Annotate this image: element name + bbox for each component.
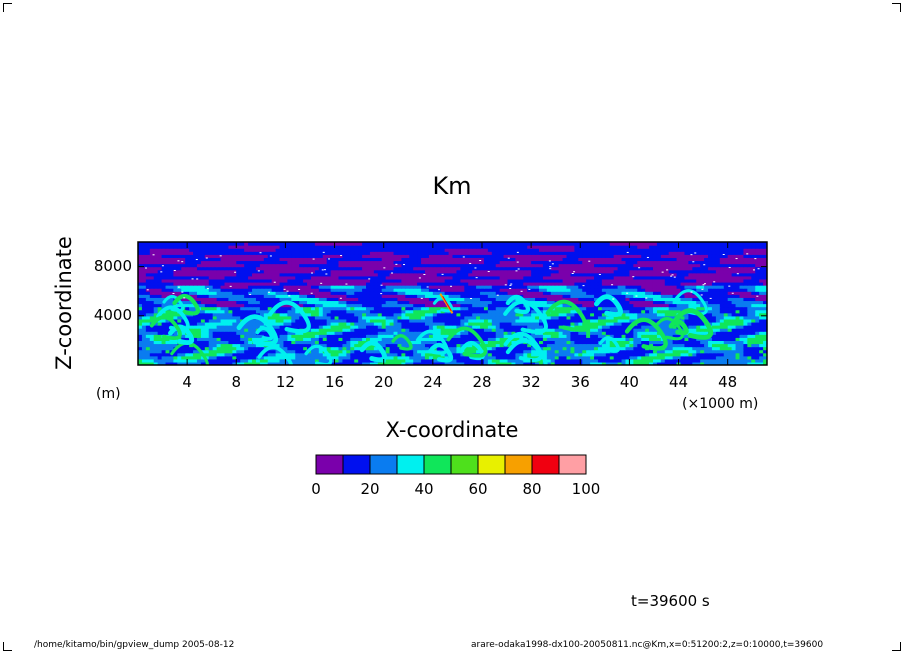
x-tick-label: 12 (275, 373, 295, 391)
colorbar-tick-label: 60 (468, 480, 488, 498)
frame-corner-top-right (892, 3, 901, 12)
colorbar-swatch (450, 454, 479, 475)
eddy-curl (236, 314, 279, 347)
eddy-curl (172, 293, 200, 316)
y-axis-label: Z-coordinate (52, 236, 76, 370)
axis-ticks (138, 242, 767, 365)
colorbar-swatch (504, 454, 533, 475)
eddy-curl (156, 305, 190, 332)
y-tick-label: 4000 (93, 305, 132, 324)
eddy-curl (391, 334, 413, 351)
y-axis-unit: (m) (96, 386, 121, 402)
eddy-curl (255, 326, 274, 341)
eddy-curl (653, 317, 684, 341)
footer-left: /home/kitamo/bin/gpview_dump 2005-08-12 (34, 640, 235, 650)
colorbar-tick-label: 0 (311, 480, 321, 498)
eddy-curl (503, 299, 548, 334)
eddy-curl (593, 294, 623, 318)
colorbar-swatch (396, 454, 425, 475)
x-tick-label: 24 (423, 373, 443, 391)
heatmap-field (138, 242, 767, 365)
frame-corner-bottom-right (892, 642, 901, 651)
x-tick-label: 16 (325, 373, 345, 391)
eddy-curl (446, 326, 488, 358)
frame-corner-bottom-left (3, 642, 12, 651)
eddy-curl (672, 308, 714, 340)
colorbar-tick-label: 100 (571, 480, 601, 498)
x-tick-label: 36 (570, 373, 590, 391)
x-tick-label: 40 (619, 373, 639, 391)
footer-right: arare-odaka1998-dx100-20050811.nc@Km,x=0… (471, 640, 824, 650)
eddy-curl (505, 294, 531, 315)
x-tick-label: 8 (231, 373, 242, 391)
x-tick-label: 20 (374, 373, 394, 391)
heatmap-eddies (145, 251, 760, 365)
hot-filament-core (442, 295, 452, 312)
colorbar-swatch (531, 454, 560, 475)
colorbar-swatch (423, 454, 452, 475)
eddy-curl (432, 296, 454, 313)
eddy-curl (668, 319, 689, 336)
eddy-curl (267, 300, 311, 334)
frame-corner-top-left (3, 3, 12, 12)
eddy-curl (624, 317, 668, 351)
x-tick-label: 28 (472, 373, 492, 391)
plot-frame (137, 241, 768, 366)
eddy-curl (503, 331, 543, 363)
colorbar-tick-label: 20 (360, 480, 380, 498)
x-tick-label: 44 (669, 373, 689, 391)
colorbar-tick-label: 40 (414, 480, 434, 498)
colorbar-swatch (342, 454, 371, 475)
y-tick-label: 8000 (93, 256, 132, 275)
colorbar-swatch (477, 454, 506, 475)
chart-title: Km (432, 172, 472, 200)
eddy-curl (545, 299, 588, 332)
eddy-curl (415, 329, 449, 355)
eddy-curl (257, 345, 294, 365)
eddy-curl (598, 336, 621, 353)
eddy-curl (170, 341, 209, 365)
colorbar-tick-label: 80 (522, 480, 542, 498)
eddy-curl (149, 315, 182, 341)
colorbar-swatch (369, 454, 398, 475)
x-axis-unit: (×1000 m) (682, 396, 759, 412)
x-axis-label: X-coordinate (385, 418, 519, 442)
colorbar-swatch (558, 454, 587, 475)
eddy-curl (460, 340, 485, 361)
x-tick-label: 48 (718, 373, 738, 391)
time-annotation: t=39600 s (631, 592, 710, 610)
colorbar-swatch (315, 454, 344, 475)
colorbar (315, 454, 587, 475)
x-tick-label: 4 (182, 373, 192, 391)
x-tick-label: 32 (521, 373, 541, 391)
eddy-curl (359, 340, 387, 363)
